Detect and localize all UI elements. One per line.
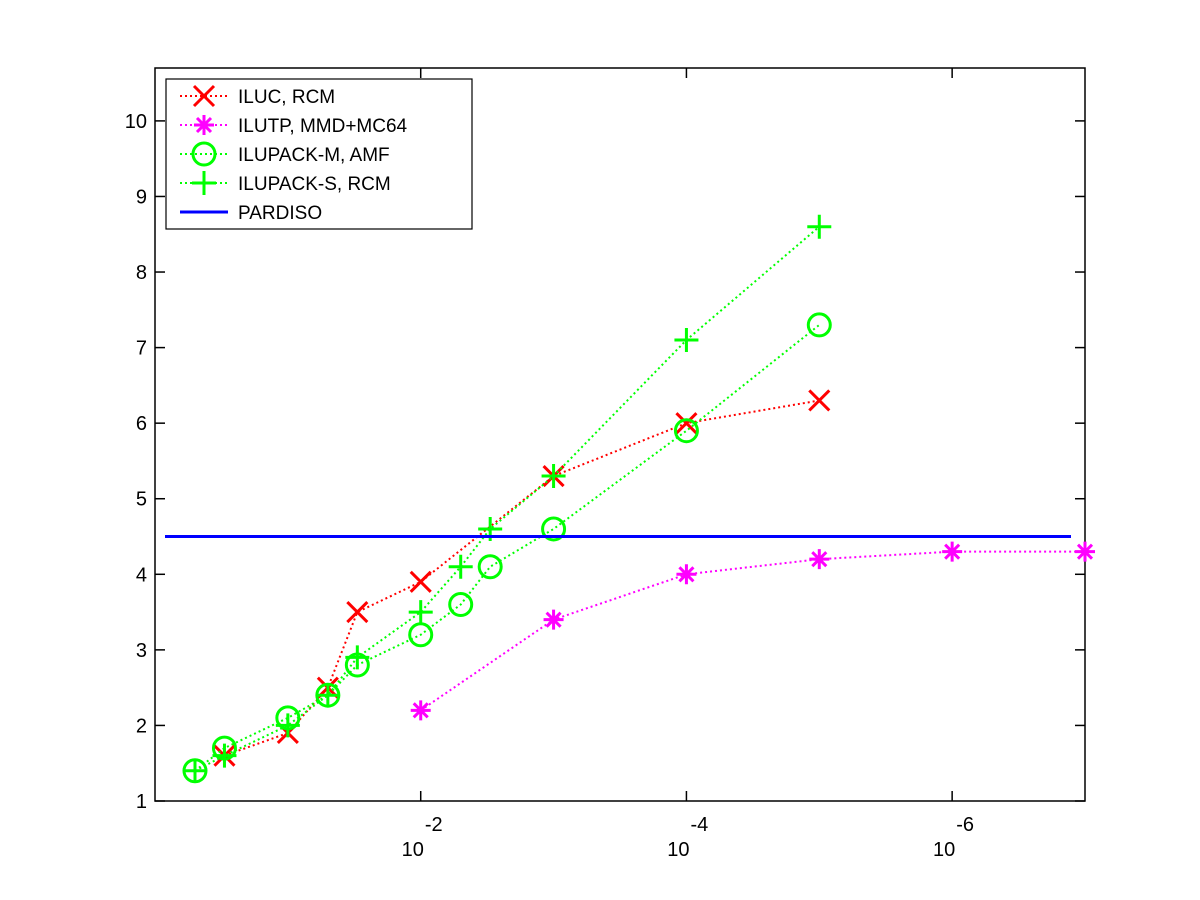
y-tick-label: 5 [136,489,147,511]
y-tick-label: 3 [136,640,147,662]
y-tick-label: 4 [136,564,147,586]
circle-marker [477,554,503,580]
plus-marker [408,600,433,625]
series-line [194,324,820,772]
x-marker [192,84,216,108]
plot-frame [154,67,1086,802]
circle-marker [673,418,699,444]
plus-marker [345,645,370,670]
series-line [420,550,1085,712]
legend-label: ILUC, RCM [238,87,335,108]
legend: ILUC, RCM ILUTP, MMD+MC64 ILUPACK-M, AMF IL… [165,78,473,230]
x-tick-exponent: -4 [691,814,709,836]
x-tick-exponent: -2 [425,814,443,836]
y-tick-label: 1 [136,791,147,813]
star-marker [1075,541,1095,562]
y-tick-label: 2 [136,715,147,737]
circle-marker [806,312,832,338]
plus-marker [192,171,216,195]
plus-marker [448,554,473,579]
x-marker [409,570,432,593]
series-line [224,399,820,757]
x-tick-exponent: -6 [956,814,974,836]
series-1 [410,541,1095,721]
star-marker [410,700,431,721]
plus-marker [275,713,300,738]
star-marker [194,115,214,135]
legend-item: ILUTP, MMD+MC64 [180,115,408,137]
legend-label: ILUPACK-S, RCM [238,174,391,195]
plus-marker [315,683,340,708]
star-marker [543,609,564,630]
circle-marker [448,592,474,618]
plus-marker [807,214,832,239]
x-marker [346,601,369,624]
star-marker [942,541,963,562]
circle-marker [191,141,217,167]
plus-marker [212,743,237,768]
y-tick-label: 8 [136,262,147,284]
series-line [194,225,820,772]
circle-marker [541,516,567,542]
series-3 [182,214,832,783]
legend-label: ILUTP, MMD+MC64 [238,116,408,137]
x-marker [675,412,698,435]
y-tick-label: 9 [136,186,147,208]
series-0 [213,389,831,767]
y-tick-label: 7 [136,338,147,360]
y-tick-label: 10 [125,111,147,133]
star-marker [676,564,697,585]
x-tick-base: 10 [667,839,689,861]
plus-marker [674,328,699,353]
legend-label: PARDISO [238,203,322,224]
series-2 [182,312,832,784]
y-tick-label: 6 [136,413,147,435]
plus-marker [182,758,207,783]
plus-marker [541,464,566,489]
legend-item: ILUPACK-S, RCM [180,171,391,195]
x-marker [808,389,831,412]
x-tick-base: 10 [933,839,955,861]
legend-item: PARDISO [180,203,322,224]
legend-item: ILUPACK-M, AMF [180,141,390,167]
star-marker [809,549,830,570]
legend-label: ILUPACK-M, AMF [238,145,390,166]
legend-item: ILUC, RCM [180,84,335,108]
x-tick-base: 10 [402,839,424,861]
